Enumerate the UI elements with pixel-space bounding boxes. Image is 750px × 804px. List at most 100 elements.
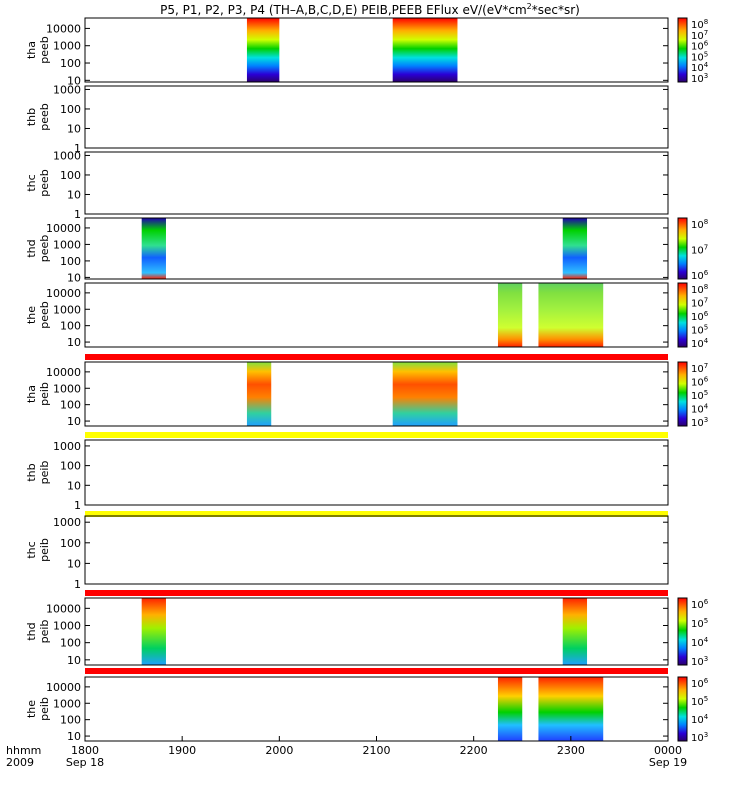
- x-tick-label: 2300: [557, 744, 585, 757]
- x-tick-label: 1800: [71, 744, 99, 757]
- y-tick-label: 10: [67, 122, 81, 135]
- y-tick-label: 100: [60, 537, 81, 550]
- colorbar: [677, 282, 688, 348]
- colorbar-tick-label: 106: [691, 677, 709, 690]
- y-tick-label: 1000: [53, 440, 81, 453]
- spectrogram-block: [246, 362, 272, 426]
- panel-frame: [84, 217, 669, 280]
- spectrogram-block: [538, 283, 604, 347]
- colorbar-tick-label: 104: [691, 713, 709, 726]
- panel-label-product: peib: [38, 620, 51, 644]
- spectrogram-block: [392, 362, 458, 426]
- y-tick-label: 10: [67, 479, 81, 492]
- colorbar: [677, 676, 688, 742]
- panel-label-product: peeb: [38, 301, 51, 329]
- panel-the-peib: 10 100 1000 10000 the peib 106 105 104 103: [25, 676, 709, 744]
- panel-frame: [84, 282, 669, 348]
- colorbar-tick-label: 108: [691, 18, 708, 31]
- panel-label-product: peib: [38, 538, 51, 562]
- colorbar-tick-label: 103: [691, 416, 708, 429]
- status-bar: [85, 432, 668, 438]
- spectrogram-block: [246, 18, 280, 82]
- y-tick-label: 100: [60, 169, 81, 182]
- spectrogram-block: [141, 218, 166, 279]
- colorbar-tick-label: 108: [691, 218, 708, 231]
- colorbar-tick-label: 106: [691, 310, 709, 323]
- colorbar-tick-label: 108: [691, 283, 708, 296]
- chart-title: P5, P1, P2, P3, P4 (TH–A,B,C,D,E) PEIB,P…: [160, 2, 580, 17]
- y-tick-label: 1000: [53, 516, 81, 529]
- colorbar-tick-label: 105: [691, 50, 708, 63]
- y-tick-label: 10: [67, 271, 81, 284]
- x-tick-label: 2100: [363, 744, 391, 757]
- colorbar-tick-label: 105: [691, 389, 708, 402]
- y-tick-label: 1000: [53, 149, 81, 162]
- y-tick-label: 10000: [46, 287, 81, 300]
- colorbar-tick-label: 103: [691, 655, 708, 668]
- y-tick-label: 10000: [46, 222, 81, 235]
- spectrogram-block: [538, 677, 604, 741]
- y-tick-label: 1: [74, 499, 81, 512]
- y-tick-label: 1: [74, 142, 81, 155]
- x-axis-label: hhmm: [6, 744, 41, 757]
- x-tick-label: 2000: [265, 744, 293, 757]
- panel-frame: [84, 151, 669, 215]
- y-tick-label: 10: [67, 74, 81, 87]
- panel-label-product: peib: [38, 382, 51, 406]
- y-tick-label: 10: [67, 730, 81, 743]
- y-tick-label: 10: [67, 654, 81, 667]
- colorbar-tick-label: 105: [691, 695, 708, 708]
- panel-label-probe: thc: [25, 541, 38, 558]
- panel-label-product: peeb: [38, 103, 51, 131]
- spectrogram-block: [562, 598, 588, 665]
- spectrogram-block: [562, 218, 588, 279]
- y-tick-label: 10: [67, 188, 81, 201]
- y-tick-label: 1: [74, 578, 81, 591]
- panel-label-probe: tha: [25, 41, 38, 59]
- spectrogram-block: [392, 18, 458, 82]
- panel-frame: [84, 17, 669, 83]
- y-tick-label: 10000: [46, 681, 81, 694]
- colorbar-tick-label: 106: [691, 40, 709, 53]
- y-tick-label: 100: [60, 714, 81, 727]
- panel-thb-peeb: 1 10 100 1000 thb peeb: [25, 83, 669, 155]
- y-tick-label: 10: [67, 336, 81, 349]
- y-tick-label: 10: [67, 415, 81, 428]
- panel-label-probe: thb: [25, 108, 38, 126]
- y-tick-label: 1: [74, 208, 81, 221]
- colorbar-tick-label: 104: [691, 403, 709, 416]
- panel-thb-peib: 1 10 100 1000 thb peib: [25, 439, 669, 512]
- y-tick-label: 1000: [53, 40, 81, 53]
- panel-frame: [84, 597, 669, 666]
- y-tick-label: 1000: [53, 83, 81, 96]
- x-axis-year: 2009: [6, 756, 34, 769]
- colorbar-tick-label: 105: [691, 617, 708, 630]
- colorbar: [677, 597, 688, 666]
- panel-label-probe: thc: [25, 174, 38, 191]
- colorbar-tick-label: 104: [691, 636, 709, 649]
- x-tick-label: 2200: [460, 744, 488, 757]
- y-tick-label: 1000: [53, 382, 81, 395]
- panel-label-probe: thd: [25, 239, 38, 257]
- panel-label-product: peeb: [38, 235, 51, 263]
- y-tick-label: 10000: [46, 366, 81, 379]
- colorbar-tick-label: 106: [691, 376, 709, 389]
- y-tick-label: 1000: [53, 697, 81, 710]
- panel-thd-peib: 10 100 1000 10000 thd peib 106 105 104 103: [25, 597, 709, 668]
- y-tick-label: 1000: [53, 238, 81, 251]
- status-bar: [85, 511, 668, 517]
- y-tick-label: 100: [60, 320, 81, 333]
- status-bar: [85, 354, 668, 360]
- colorbar: [677, 17, 688, 83]
- y-tick-label: 1000: [53, 620, 81, 633]
- y-tick-label: 100: [60, 399, 81, 412]
- colorbar-tick-label: 106: [691, 598, 709, 611]
- panel-frame: [84, 439, 669, 506]
- panel-label-probe: tha: [25, 385, 38, 403]
- colorbar-tick-label: 105: [691, 324, 708, 337]
- y-tick-label: 1000: [53, 303, 81, 316]
- panel-label-probe: the: [25, 700, 38, 718]
